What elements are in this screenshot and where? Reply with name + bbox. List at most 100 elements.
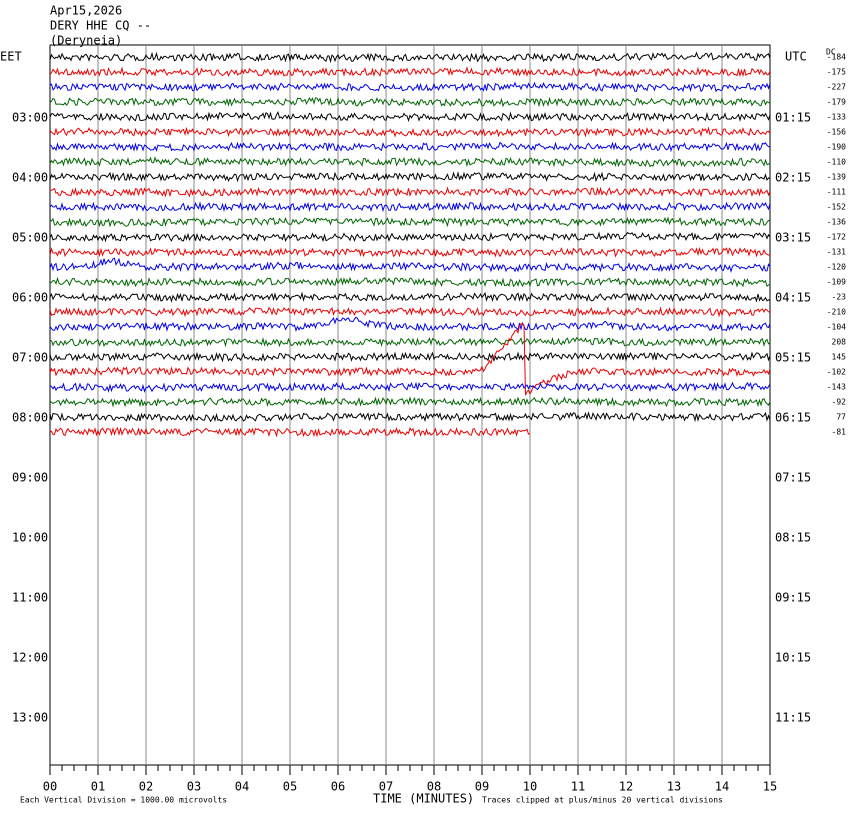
x-tick-label: 13	[667, 780, 681, 794]
trace	[49, 171, 771, 183]
right-time: 04:15	[775, 291, 811, 305]
x-label: TIME (MINUTES)	[373, 792, 474, 806]
trace	[49, 216, 771, 228]
trace	[49, 306, 771, 318]
dc-offset: -81	[832, 428, 847, 437]
x-tick-label: 08	[427, 780, 441, 794]
x-tick-label: 15	[763, 780, 777, 794]
dc-offset: -111	[827, 188, 846, 197]
left-time: 04:00	[12, 171, 48, 185]
x-tick-label: 14	[715, 780, 729, 794]
date: Apr15,2026	[50, 4, 122, 18]
dc-offset: 208	[832, 338, 847, 347]
dc-offset: -131	[827, 248, 846, 257]
right-time: 01:15	[775, 111, 811, 125]
dc-offset: -210	[827, 308, 846, 317]
right-time: 11:15	[775, 711, 811, 725]
right-time: 07:15	[775, 471, 811, 485]
right-time: 08:15	[775, 531, 811, 545]
trace	[49, 126, 771, 138]
left-time: 11:00	[12, 591, 48, 605]
x-tick-label: 03	[187, 780, 201, 794]
dc-offset: -184	[827, 53, 846, 62]
trace	[49, 201, 771, 213]
trace	[49, 51, 771, 64]
dc-offset: -179	[827, 98, 846, 107]
left-time: 07:00	[12, 351, 48, 365]
right-time: 09:15	[775, 591, 811, 605]
trace	[49, 246, 771, 258]
left-time: 13:00	[12, 711, 48, 725]
trace	[49, 186, 771, 198]
dc-offset: -104	[827, 323, 846, 332]
dc-offset: 77	[836, 413, 846, 422]
station: DERY HHE CQ --	[50, 19, 151, 33]
left-zone: EET	[0, 50, 22, 64]
trace	[49, 257, 771, 274]
dc-offset: -172	[827, 233, 846, 242]
right-time: 10:15	[775, 651, 811, 665]
dc-offset: -139	[827, 173, 846, 182]
scale-note: Each Vertical Division = 1000.00 microvo…	[20, 796, 227, 805]
x-tick-label: 11	[571, 780, 585, 794]
dc-offset: -152	[827, 203, 846, 212]
trace	[49, 316, 771, 332]
dc-offset: -92	[832, 398, 847, 407]
x-tick-label: 05	[283, 780, 297, 794]
dc-offset: -102	[827, 368, 846, 377]
trace	[49, 111, 771, 123]
dc-header: DC	[826, 48, 836, 57]
dc-offset: 145	[832, 353, 847, 362]
trace	[49, 323, 771, 396]
trace	[49, 156, 771, 168]
clip-note: Traces clipped at plus/minus 20 vertical…	[482, 796, 723, 805]
x-tick-label: 12	[619, 780, 633, 794]
x-tick-label: 04	[235, 780, 249, 794]
x-tick-label: 06	[331, 780, 345, 794]
dc-offset: -110	[827, 158, 846, 167]
dc-offset: -156	[827, 128, 846, 137]
dc-offset: -143	[827, 383, 846, 392]
left-time: 10:00	[12, 531, 48, 545]
trace	[49, 336, 771, 348]
dc-offset: -136	[827, 218, 846, 227]
dc-offset: -109	[827, 278, 846, 287]
left-time: 06:00	[12, 291, 48, 305]
trace	[49, 351, 771, 363]
trace	[49, 411, 771, 423]
dc-offset: -23	[832, 293, 847, 302]
trace	[49, 81, 771, 93]
dc-offset: -227	[827, 83, 846, 92]
dc-offset: -190	[827, 143, 846, 152]
trace	[49, 291, 771, 303]
right-time: 06:15	[775, 411, 811, 425]
x-tick-label: 01	[91, 780, 105, 794]
trace	[49, 426, 531, 438]
left-time: 03:00	[12, 111, 48, 125]
right-time: 05:15	[775, 351, 811, 365]
x-tick-label: 00	[43, 780, 57, 794]
trace	[49, 66, 771, 78]
right-time: 03:15	[775, 231, 811, 245]
trace	[49, 231, 771, 243]
left-time: 09:00	[12, 471, 48, 485]
trace	[49, 96, 771, 108]
right-time: 02:15	[775, 171, 811, 185]
x-tick-label: 02	[139, 780, 153, 794]
left-time: 05:00	[12, 231, 48, 245]
dc-offset: -133	[827, 113, 846, 122]
left-time: 08:00	[12, 411, 48, 425]
dc-offset: -175	[827, 68, 846, 77]
trace	[49, 396, 771, 408]
x-tick-label: 09	[475, 780, 489, 794]
left-time: 12:00	[12, 651, 48, 665]
location: (Deryneia)	[50, 34, 122, 48]
trace	[49, 381, 771, 393]
x-tick-label: 07	[379, 780, 393, 794]
trace	[49, 141, 771, 153]
x-tick-label: 10	[523, 780, 537, 794]
dc-offset: -120	[827, 263, 846, 272]
trace	[49, 276, 771, 288]
right-zone: UTC	[785, 50, 807, 64]
